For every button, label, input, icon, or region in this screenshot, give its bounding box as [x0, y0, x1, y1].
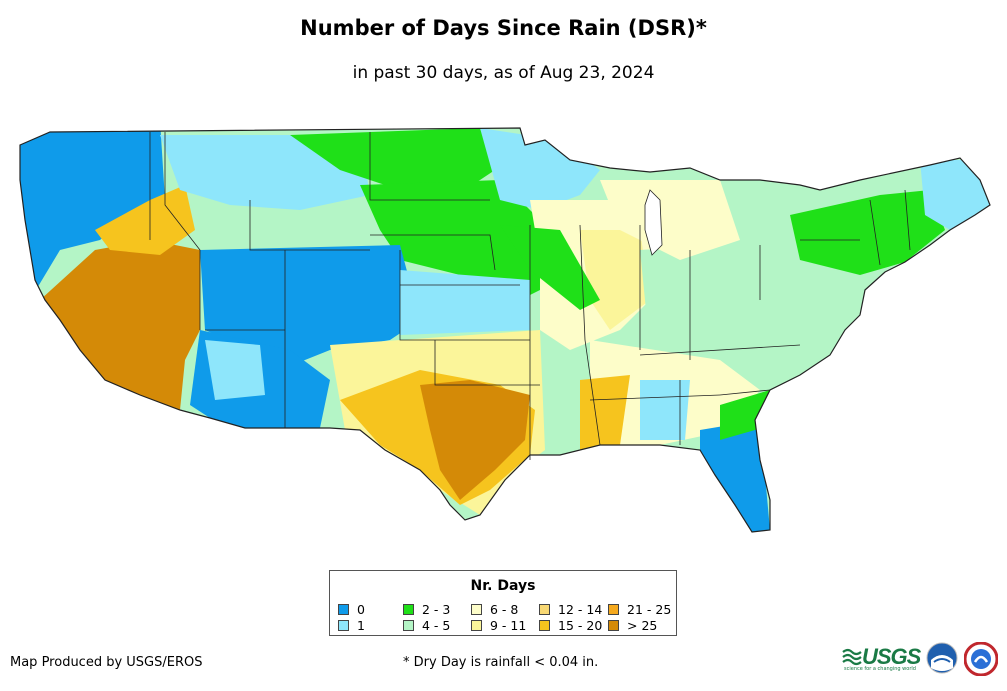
legend-swatch [539, 620, 550, 631]
region-dakotas [360, 180, 560, 300]
legend-item: 1 [338, 618, 365, 633]
legend-swatch [471, 604, 482, 615]
region-kansas [400, 270, 530, 335]
map-title: Number of Days Since Rain (DSR)* [300, 16, 707, 40]
region-alabama-blue [640, 380, 690, 440]
legend-label: 4 - 5 [422, 618, 451, 633]
legend-label: 0 [357, 602, 365, 617]
legend-label: 2 - 3 [422, 602, 451, 617]
usgs-tagline: science for a changing world [844, 666, 916, 672]
legend-label: 9 - 11 [490, 618, 527, 633]
region-florida [700, 420, 770, 532]
legend-item: > 25 [608, 618, 657, 633]
noaa-logo [926, 642, 958, 674]
region-texas-brown [420, 380, 530, 500]
region-great-basin [40, 240, 200, 410]
region-rockies [200, 245, 420, 370]
usgs-logo: USGS [842, 644, 921, 670]
region-illinois-yellow [580, 230, 650, 330]
legend-item: 6 - 8 [471, 602, 518, 617]
agency-logos: USGS science for a changing world [842, 640, 1002, 680]
legend-label: 12 - 14 [558, 602, 603, 617]
legend-title: Nr. Days [470, 578, 536, 594]
legend-item: 12 - 14 [539, 602, 602, 617]
us-days-since-rain-map [19, 127, 991, 533]
legend-swatch [608, 604, 619, 615]
legend-item: 0 [338, 602, 365, 617]
legend-label: 15 - 20 [558, 618, 603, 633]
usgs-wave-icon [842, 648, 862, 666]
legend-swatch [471, 620, 482, 631]
legend-swatch [608, 620, 619, 631]
dry-day-note: * Dry Day is rainfall < 0.04 in. [403, 655, 599, 670]
legend-swatch [338, 620, 349, 631]
legend-label: 21 - 25 [627, 602, 672, 617]
region-great-lakes [600, 180, 740, 260]
legend-item: 2 - 3 [403, 602, 450, 617]
nws-logo [964, 642, 998, 676]
legend-label: > 25 [627, 618, 658, 633]
legend-item: 15 - 20 [539, 618, 602, 633]
legend-item: 9 - 11 [471, 618, 526, 633]
legend-swatch [539, 604, 550, 615]
legend-item: 21 - 25 [608, 602, 671, 617]
usgs-wordmark: USGS [862, 644, 921, 669]
map-subtitle: in past 30 days, as of Aug 23, 2024 [352, 63, 655, 83]
legend-label: 6 - 8 [490, 602, 519, 617]
legend-swatch [403, 604, 414, 615]
region-northeast [790, 190, 945, 275]
legend-swatch [338, 604, 349, 615]
legend-label: 1 [357, 618, 365, 633]
state-boundaries [149, 132, 911, 460]
legend-swatch [403, 620, 414, 631]
region-arizona-light [205, 340, 265, 400]
legend-item: 4 - 5 [403, 618, 450, 633]
region-maine [920, 160, 990, 230]
region-idaho-band [95, 185, 195, 255]
map-credit: Map Produced by USGS/EROS [10, 655, 203, 670]
region-iowa-green [500, 225, 600, 310]
region-northwest [20, 128, 165, 300]
lake-michigan [644, 189, 663, 256]
region-montana-green [290, 128, 495, 200]
